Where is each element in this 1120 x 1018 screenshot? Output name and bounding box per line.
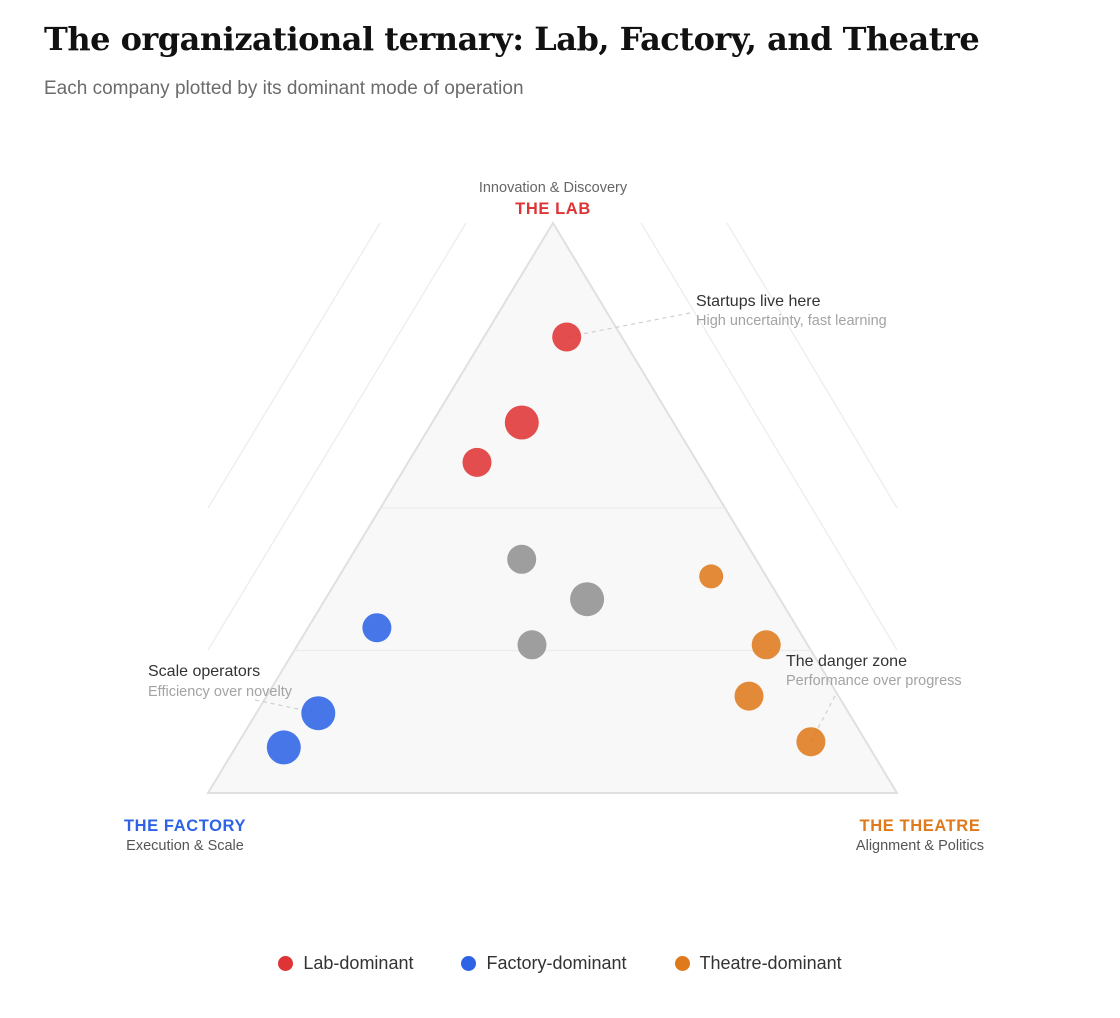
guide-line-right-1 [640, 222, 898, 651]
guide-line-left-2 [207, 222, 467, 651]
theatre-axis-label: THE THEATRE [860, 817, 981, 835]
band-lines [294, 507, 811, 652]
legend-label-lab: Lab-dominant [303, 953, 414, 973]
factory-axis-subtitle: Execution & Scale [126, 838, 244, 854]
annotation-scale-note: Efficiency over novelty [148, 684, 293, 700]
chart-subtitle: Each company plotted by its dominant mod… [44, 78, 524, 99]
point-theatre-8[interactable] [751, 630, 781, 660]
guide-line-left-1 [207, 222, 381, 509]
lab-axis-subtitle: Innovation & Discovery [479, 180, 628, 196]
legend-item-theatre: Theatre-dominant [674, 953, 842, 974]
ternary-chart: Innovation & Discovery THE LAB THE FACTO… [124, 180, 984, 854]
annotation-scale-title: Scale operators [148, 663, 260, 680]
guide-lines [207, 222, 898, 651]
data-points [266, 322, 826, 765]
point-theatre-10[interactable] [796, 727, 826, 757]
point-factory-13[interactable] [266, 730, 301, 765]
annotation-startups-note: High uncertainty, fast learning [696, 313, 887, 329]
theatre-axis-subtitle: Alignment & Politics [856, 838, 984, 854]
point-lab-2[interactable] [504, 405, 539, 440]
annotation-danger-title: The danger zone [786, 653, 907, 670]
point-lab-1[interactable] [552, 322, 582, 352]
annotation-startups-title: Startups live here [696, 293, 821, 310]
point-factory-11[interactable] [362, 613, 392, 643]
legend-swatch-lab [278, 956, 294, 971]
legend-swatch-theatre [674, 956, 690, 971]
legend-label-theatre: Theatre-dominant [699, 953, 842, 973]
legend-item-lab: Lab-dominant [278, 953, 413, 974]
chart-title: The organizational ternary: Lab, Factory… [44, 20, 980, 58]
point-theatre-7[interactable] [699, 564, 724, 589]
point-neutral-4[interactable] [507, 544, 537, 574]
point-factory-12[interactable] [301, 696, 336, 731]
point-neutral-5[interactable] [570, 582, 605, 617]
annotation-danger-note: Performance over progress [786, 673, 962, 689]
point-neutral-6[interactable] [517, 630, 547, 660]
lab-axis-label: THE LAB [515, 200, 591, 218]
legend-item-factory: Factory-dominant [461, 953, 627, 974]
point-lab-3[interactable] [462, 447, 492, 477]
legend-swatch-factory [461, 956, 477, 971]
legend-label-factory: Factory-dominant [486, 953, 627, 973]
factory-axis-label: THE FACTORY [124, 817, 246, 835]
leader-line-scale [254, 699, 319, 714]
point-theatre-9[interactable] [734, 681, 764, 711]
legend: Lab-dominant Factory-dominant Theatre-do… [0, 953, 1120, 974]
leader-line-startups [566, 312, 691, 338]
guide-line-right-2 [726, 222, 898, 509]
